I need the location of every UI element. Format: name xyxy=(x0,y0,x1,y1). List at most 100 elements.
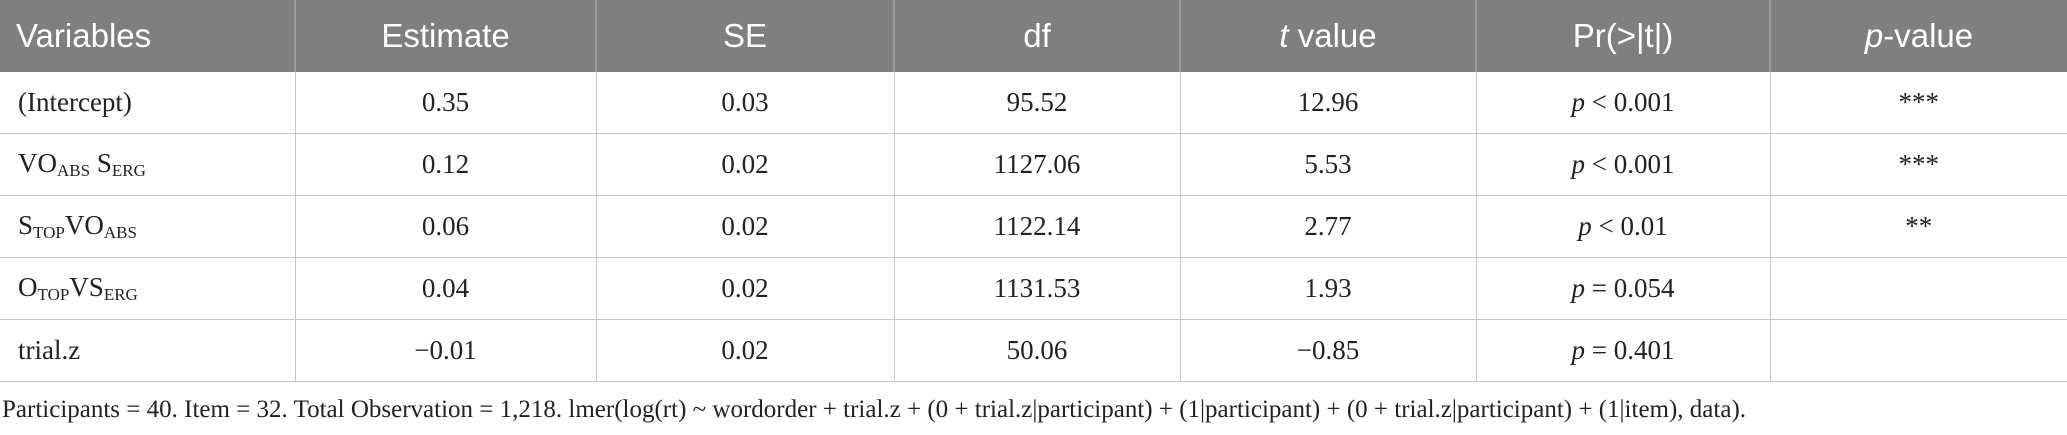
cell-text: < 0.001 xyxy=(1585,149,1675,179)
cell-text: VS xyxy=(69,272,104,302)
table-cell: OTOPVSERG xyxy=(0,257,295,320)
table-cell: 1127.06 xyxy=(893,133,1180,196)
cell-text: 2.77 xyxy=(1304,211,1352,241)
subscript: ABS xyxy=(103,223,137,242)
cell-text: 0.35 xyxy=(421,87,470,117)
cell-text: = 0.401 xyxy=(1585,335,1675,365)
cell-text: 5.53 xyxy=(1304,149,1352,179)
header-cell: Variables xyxy=(0,0,295,72)
results-table: Variables Estimate SE df t value Pr(>|t|) p-va… xyxy=(0,0,2067,382)
cell-text: 95.52 xyxy=(1006,87,1068,117)
table-cell: 0.04 xyxy=(294,257,596,320)
table-cell: 0.02 xyxy=(595,257,894,320)
table-cell: 0.06 xyxy=(294,195,596,258)
table-cell: p < 0.001 xyxy=(1475,72,1770,134)
subscript: TOP xyxy=(37,285,70,304)
cell-text: 0.12 xyxy=(421,149,470,179)
cell-text: Variables xyxy=(16,17,152,54)
table-row: VOABS SERG 0.12 0.02 1127.06 5.53 p < 0.001 **… xyxy=(0,133,2067,196)
table-cell: STOPVOABS xyxy=(0,195,295,258)
table-cell: 0.03 xyxy=(595,72,894,134)
header-cell: Estimate xyxy=(294,0,596,72)
cell-text: ** xyxy=(1905,211,1933,241)
header-cell: df xyxy=(893,0,1180,72)
subscript: ERG xyxy=(103,285,138,304)
cell-text: df xyxy=(1023,17,1051,54)
cell-text: trial.z xyxy=(18,335,81,365)
cell-text: 12.96 xyxy=(1297,87,1359,117)
cell-text: 0.04 xyxy=(421,273,470,303)
cell-text: = 0.054 xyxy=(1585,273,1675,303)
cell-text: 0.06 xyxy=(421,211,470,241)
cell-text: *** xyxy=(1898,149,1940,179)
cell-text: p xyxy=(1578,211,1592,241)
table-cell: 1.93 xyxy=(1179,257,1476,320)
cell-text: p xyxy=(1571,335,1586,365)
footnote: Participants = 40. Item = 32. Total Obse… xyxy=(2,396,1747,423)
table-row: trial.z −0.01 0.02 50.06 −0.85 p = 0.401 xyxy=(0,319,2067,382)
table-cell: −0.01 xyxy=(294,319,596,382)
table-cell: 5.53 xyxy=(1179,133,1476,196)
table-cell: 95.52 xyxy=(893,72,1180,134)
header-cell: p-value xyxy=(1769,0,2067,72)
table-cell: p = 0.054 xyxy=(1475,257,1770,320)
cell-text: 0.02 xyxy=(721,149,769,179)
table-row: STOPVOABS 0.06 0.02 1122.14 2.77 p < 0.01 ** xyxy=(0,195,2067,258)
subscript: ERG xyxy=(111,161,146,180)
table-cell: 2.77 xyxy=(1179,195,1476,258)
cell-text: < 0.01 xyxy=(1591,211,1668,241)
cell-text: p xyxy=(1571,273,1586,303)
table-cell: p < 0.001 xyxy=(1475,133,1770,196)
table-cell: 12.96 xyxy=(1179,72,1476,134)
table-cell: −0.85 xyxy=(1179,319,1476,382)
cell-text: VO xyxy=(64,210,104,240)
cell-text: SE xyxy=(722,17,768,54)
table-body: (Intercept) 0.35 0.03 95.52 12.96 p < 0.001 **… xyxy=(0,72,2067,382)
cell-text: 50.06 xyxy=(1006,335,1068,365)
cell-text: 1.93 xyxy=(1304,273,1352,303)
table-cell: *** xyxy=(1769,133,2067,196)
table-cell: p < 0.01 xyxy=(1475,195,1770,258)
cell-text: S xyxy=(18,210,34,240)
header-row: Variables Estimate SE df t value Pr(>|t|) p-va… xyxy=(0,0,2067,72)
table-cell: 1122.14 xyxy=(893,195,1180,258)
cell-text: VO xyxy=(18,148,57,178)
cell-text: (Intercept) xyxy=(18,87,132,117)
cell-text: -value xyxy=(1883,17,1974,54)
cell-text: 0.03 xyxy=(721,87,769,117)
table-cell: ** xyxy=(1769,195,2067,258)
table-cell: 0.12 xyxy=(294,133,596,196)
cell-text: value xyxy=(1288,17,1377,54)
subscript: TOP xyxy=(33,223,65,242)
table-cell: 0.02 xyxy=(595,319,894,382)
cell-text: 0.02 xyxy=(721,335,769,365)
cell-text: −0.01 xyxy=(414,335,477,365)
table-cell xyxy=(1769,257,2067,320)
cell-text: 1122.14 xyxy=(993,211,1081,241)
cell-text: *** xyxy=(1898,87,1940,117)
subscript: ABS xyxy=(57,161,91,180)
table-cell: p = 0.401 xyxy=(1475,319,1770,382)
table-cell: 0.02 xyxy=(595,133,894,196)
table-cell: 0.35 xyxy=(294,72,596,134)
table-row: (Intercept) 0.35 0.03 95.52 12.96 p < 0.001 **… xyxy=(0,72,2067,134)
cell-text: t xyxy=(1279,17,1289,54)
cell-text: 1127.06 xyxy=(993,149,1081,179)
table-cell: (Intercept) xyxy=(0,72,295,134)
cell-text: 0.02 xyxy=(721,211,769,241)
table-cell xyxy=(1769,319,2067,382)
table-cell: trial.z xyxy=(0,319,295,382)
cell-text: p xyxy=(1864,17,1884,54)
cell-text: p xyxy=(1571,87,1586,117)
header-cell: Pr(>|t|) xyxy=(1475,0,1770,72)
table-cell: 0.02 xyxy=(595,195,894,258)
table-cell: VOABS SERG xyxy=(0,133,295,196)
cell-text: Pr(>|t|) xyxy=(1572,17,1674,54)
table-row: OTOPVSERG 0.04 0.02 1131.53 1.93 p = 0.054 xyxy=(0,257,2067,320)
table-cell: *** xyxy=(1769,72,2067,134)
cell-text: 1131.53 xyxy=(993,273,1081,303)
cell-text: O xyxy=(18,272,38,302)
cell-text: S xyxy=(90,148,112,178)
cell-text: 0.02 xyxy=(721,273,769,303)
